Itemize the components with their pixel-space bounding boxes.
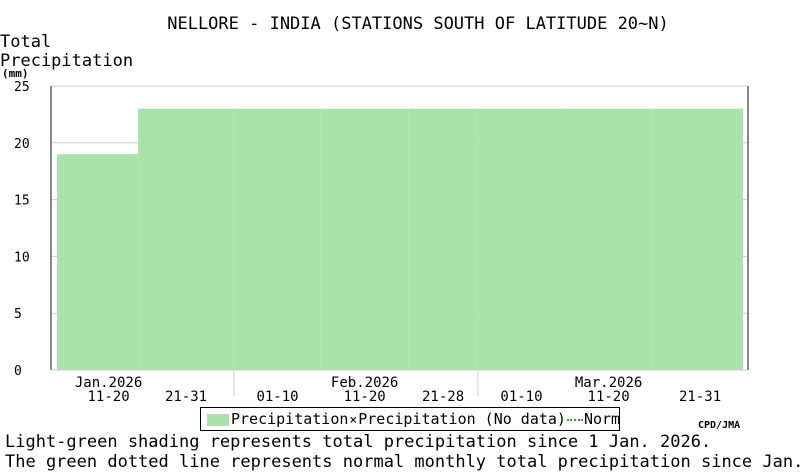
legend-normal-label: Normal — [583, 410, 620, 428]
footnote-normal: The green dotted line represents normal … — [5, 452, 800, 472]
x-tick-label-6: 11-20 — [588, 389, 630, 405]
month-label-0: Jan.2026 — [75, 375, 142, 391]
y-tick-label-15: 15 — [14, 194, 30, 209]
precip-bar-1 — [138, 108, 234, 370]
legend: Precipitation×Precipitation (No data) Nor… — [200, 407, 620, 431]
x-tick-label-0: 11-20 — [87, 389, 129, 405]
y-axis-label-line-2: Precipitation — [0, 51, 133, 71]
plot-frame — [50, 86, 749, 371]
x-tick-label-2: 01-10 — [256, 389, 298, 405]
x-tick-label-3: 11-20 — [344, 389, 386, 405]
month-label-1: Feb.2026 — [331, 375, 398, 391]
y-tick-label-25: 25 — [14, 80, 30, 95]
precip-bar-3 — [321, 108, 409, 370]
precip-bar-4 — [408, 108, 478, 370]
x-tick-label-4: 21-28 — [422, 389, 464, 405]
y-axis-label-unit: (mm) — [2, 67, 29, 80]
precip-bar-7 — [652, 108, 743, 370]
y-tick-label-5: 5 — [14, 307, 22, 322]
precip-bar-0 — [57, 154, 139, 370]
precipitation-area — [57, 108, 743, 370]
legend-precipitation-label: Precipitation — [231, 410, 349, 428]
x-tick-label-1: 21-31 — [165, 389, 207, 405]
normal-dotted-line-icon — [566, 418, 583, 421]
precip-bar-5 — [477, 108, 566, 370]
x-tick-label-5: 01-10 — [500, 389, 542, 405]
x-tick-label-7: 21-31 — [679, 389, 721, 405]
credit-text: CPD/JMA — [698, 420, 741, 431]
y-tick-label-20: 20 — [14, 137, 30, 152]
no-data-cross-icon: × — [349, 413, 358, 428]
precip-bar-6 — [565, 108, 653, 370]
y-axis-label-line-1: Total — [0, 32, 51, 52]
x-axis-ticks: 11-20 21-31 01-10 11-20 21-28 01-10 11-20 21-31… — [75, 370, 721, 405]
y-tick-label-10: 10 — [14, 250, 30, 265]
precipitation-swatch-icon — [207, 413, 229, 426]
month-label-2: Mar.2026 — [575, 375, 642, 391]
precip-bar-2 — [233, 108, 322, 370]
footnote-precipitation: Light-green shading represents total pre… — [5, 432, 712, 452]
y-axis-ticks: 0 5 10 15 20 25 — [14, 80, 30, 379]
legend-no-data-label: Precipitation (No data) — [358, 410, 566, 428]
chart-title: NELLORE - INDIA (STATIONS SOUTH OF LATIT… — [167, 14, 669, 34]
y-tick-label-0: 0 — [14, 364, 22, 379]
